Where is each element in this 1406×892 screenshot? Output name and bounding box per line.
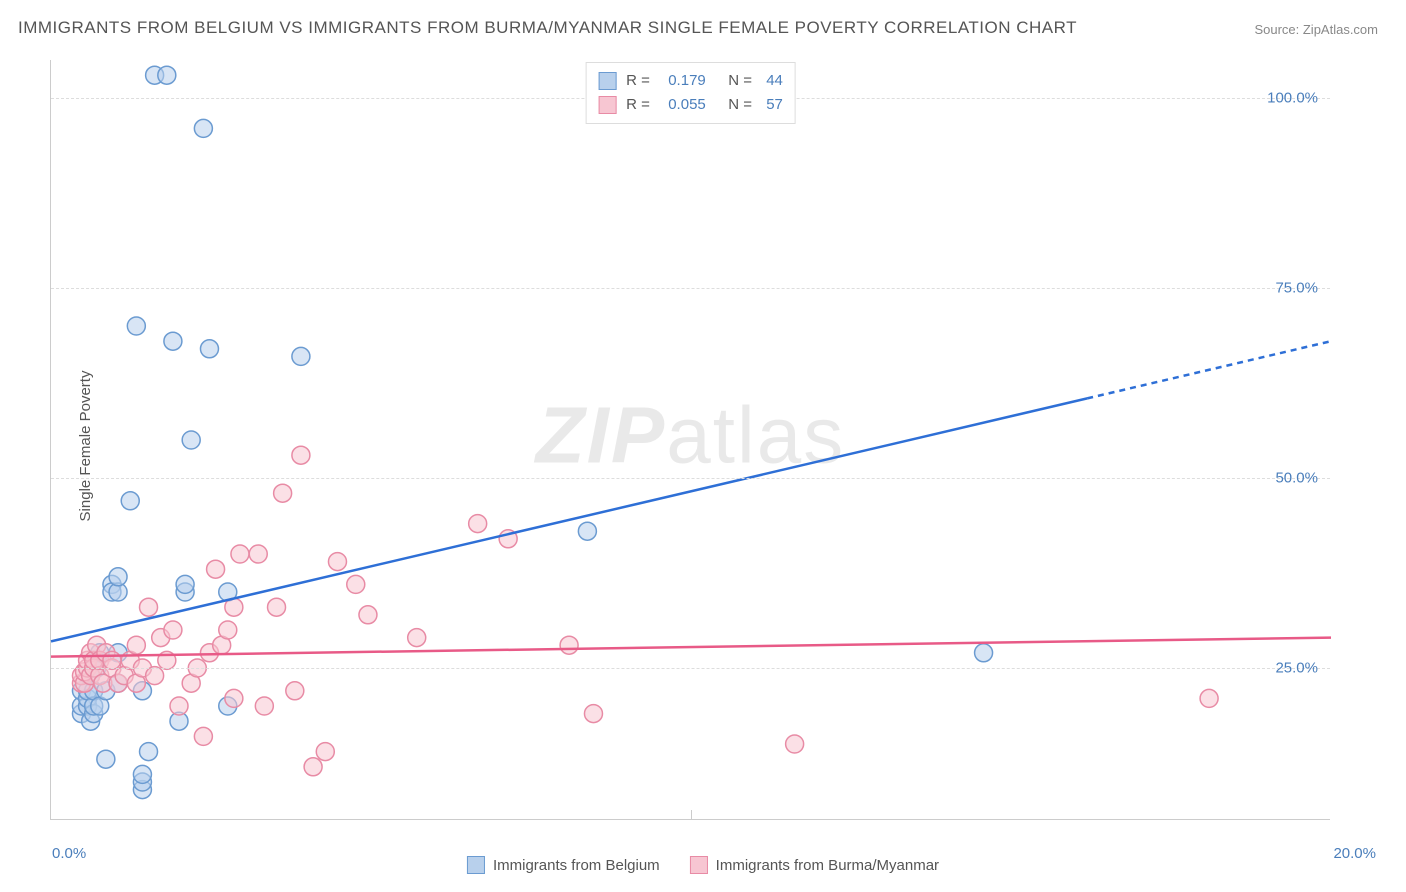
scatter-point — [286, 682, 304, 700]
source-prefix: Source: — [1254, 22, 1302, 37]
trend-line-dash — [1087, 341, 1331, 398]
trend-line — [51, 398, 1087, 641]
y-tick-label: 25.0% — [1275, 660, 1318, 677]
scatter-point — [164, 332, 182, 350]
scatter-point — [109, 568, 127, 586]
scatter-point — [140, 743, 158, 761]
scatter-point — [121, 492, 139, 510]
source-name: ZipAtlas.com — [1303, 22, 1378, 37]
source-label: Source: ZipAtlas.com — [1254, 22, 1378, 37]
chart-title: IMMIGRANTS FROM BELGIUM VS IMMIGRANTS FR… — [18, 18, 1077, 38]
scatter-point — [255, 697, 273, 715]
legend-r-label: R = — [626, 69, 650, 93]
scatter-point — [127, 317, 145, 335]
legend-n-value: 44 — [762, 69, 783, 93]
legend-top: R = 0.179 N = 44R = 0.055 N = 57 — [585, 62, 796, 124]
scatter-point — [194, 119, 212, 137]
scatter-point — [249, 545, 267, 563]
legend-n-label: N = — [716, 69, 752, 93]
scatter-point — [133, 765, 151, 783]
legend-n-value: 57 — [762, 93, 783, 117]
gridline — [51, 288, 1330, 289]
gridline — [51, 478, 1330, 479]
plot-area: ZIPatlas R = 0.179 N = 44R = 0.055 N = 5… — [50, 60, 1330, 820]
scatter-point — [316, 743, 334, 761]
x-tick-mark-mid — [691, 810, 692, 820]
scatter-point — [292, 347, 310, 365]
scatter-point — [207, 560, 225, 578]
legend-r-value: 0.179 — [660, 69, 706, 93]
scatter-point — [274, 484, 292, 502]
legend-bottom-label: Immigrants from Belgium — [493, 857, 660, 874]
legend-r-value: 0.055 — [660, 93, 706, 117]
legend-bottom-item: Immigrants from Burma/Myanmar — [690, 856, 939, 874]
scatter-point — [97, 750, 115, 768]
scatter-point — [359, 606, 377, 624]
scatter-point — [127, 636, 145, 654]
y-tick-label: 100.0% — [1267, 90, 1318, 107]
legend-swatch — [598, 96, 616, 114]
scatter-point — [176, 575, 194, 593]
legend-bottom: Immigrants from Belgium Immigrants from B… — [467, 856, 939, 874]
scatter-point — [1200, 689, 1218, 707]
y-tick-label: 75.0% — [1275, 280, 1318, 297]
scatter-point — [975, 644, 993, 662]
scatter-point — [268, 598, 286, 616]
legend-top-row: R = 0.179 N = 44 — [598, 69, 783, 93]
scatter-point — [158, 66, 176, 84]
x-tick-left: 0.0% — [52, 845, 86, 862]
legend-r-label: R = — [626, 93, 650, 117]
scatter-point — [292, 446, 310, 464]
scatter-point — [328, 553, 346, 571]
scatter-point — [140, 598, 158, 616]
scatter-point — [170, 697, 188, 715]
y-tick-label: 50.0% — [1275, 470, 1318, 487]
scatter-point — [219, 621, 237, 639]
legend-bottom-label: Immigrants from Burma/Myanmar — [716, 857, 939, 874]
scatter-point — [578, 522, 596, 540]
legend-n-label: N = — [716, 93, 752, 117]
scatter-point — [182, 431, 200, 449]
scatter-point — [103, 651, 121, 669]
x-tick-right: 20.0% — [1333, 845, 1376, 862]
scatter-point — [560, 636, 578, 654]
scatter-point — [469, 515, 487, 533]
scatter-point — [200, 340, 218, 358]
scatter-point — [225, 689, 243, 707]
scatter-point — [304, 758, 322, 776]
legend-bottom-item: Immigrants from Belgium — [467, 856, 660, 874]
chart-svg — [51, 60, 1330, 819]
scatter-point — [146, 667, 164, 685]
legend-swatch — [467, 856, 485, 874]
legend-swatch — [690, 856, 708, 874]
gridline — [51, 668, 1330, 669]
scatter-point — [408, 629, 426, 647]
trend-line — [51, 638, 1331, 657]
scatter-point — [231, 545, 249, 563]
scatter-point — [584, 705, 602, 723]
legend-top-row: R = 0.055 N = 57 — [598, 93, 783, 117]
scatter-point — [347, 575, 365, 593]
scatter-point — [194, 727, 212, 745]
legend-swatch — [598, 72, 616, 90]
scatter-point — [786, 735, 804, 753]
scatter-point — [164, 621, 182, 639]
